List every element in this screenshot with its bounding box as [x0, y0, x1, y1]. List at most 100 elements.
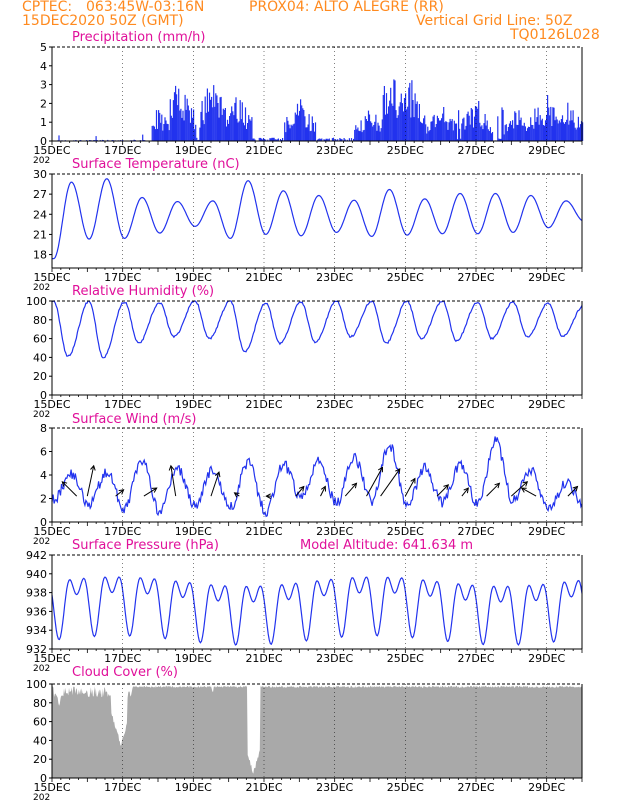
precip-bar	[339, 138, 341, 141]
precip-bar	[503, 134, 505, 141]
precip-bar	[289, 128, 291, 141]
wind-arrow	[143, 487, 157, 497]
precip-bar	[393, 79, 395, 141]
rh-y-tick-label: 80	[33, 314, 47, 327]
precip-bar	[350, 138, 353, 141]
precip-bar	[203, 124, 205, 141]
wind-x-tick-label: 21DEC	[245, 525, 282, 538]
wind-arrow	[521, 487, 537, 497]
pres-x-tick-label: 29DEC	[528, 652, 565, 665]
precip-bar	[318, 138, 320, 141]
precip-bar	[182, 110, 184, 141]
precip-bar	[550, 106, 552, 141]
precip-bar	[373, 125, 375, 141]
precip-bar	[549, 115, 551, 141]
wind-arrow-head	[320, 485, 326, 492]
precip-bar	[476, 106, 478, 141]
precip-y-tick-label: 2	[40, 97, 47, 110]
precip-bar	[381, 119, 383, 141]
precip-bar	[282, 138, 284, 141]
precip-bar	[385, 93, 388, 141]
precip-bar	[415, 103, 417, 141]
precip-bar	[218, 117, 220, 141]
precip-y-tick-label: 4	[40, 60, 47, 73]
precip-bar	[151, 125, 153, 141]
pres-y-tick-label: 934	[26, 624, 47, 637]
wind-x-tick-label: 25DEC	[387, 525, 424, 538]
precip-bar	[518, 110, 520, 141]
precip-x-tick-label: 25DEC	[387, 144, 424, 157]
precip-bar	[234, 102, 236, 141]
precip-bar	[265, 139, 267, 141]
cloud-x-tick-label: 15DEC	[33, 781, 70, 794]
precip-bar	[379, 131, 381, 141]
precip-bar	[171, 117, 173, 141]
precip-bar	[421, 123, 424, 141]
precip-bar	[216, 95, 218, 141]
precip-bar	[447, 129, 449, 141]
precip-bar	[425, 124, 427, 141]
cloud-x-tick-label: 21DEC	[245, 781, 282, 794]
precip-bar	[519, 120, 521, 141]
precip-bar	[324, 139, 326, 141]
precip-bar	[412, 100, 414, 141]
rh-y-tick-label: 20	[33, 370, 47, 383]
precip-bar	[273, 137, 275, 141]
precip-bar	[152, 125, 154, 141]
precip-bar	[505, 124, 507, 141]
precip-year-label: 202	[33, 156, 50, 166]
precip-bar	[208, 92, 211, 141]
precip-bar	[233, 115, 235, 141]
precip-bar	[317, 139, 319, 141]
precip-bar	[274, 139, 276, 141]
precip-bar	[163, 124, 165, 141]
precip-bar	[437, 118, 439, 141]
precip-bar	[279, 139, 282, 141]
precip-bar	[394, 80, 396, 141]
precip-bar	[516, 124, 518, 141]
precip-bar	[579, 124, 582, 141]
precip-bar	[277, 138, 279, 141]
precip-bar	[358, 130, 360, 141]
wind-y-tick-label: 6	[40, 446, 47, 459]
precip-bar	[547, 95, 549, 141]
precip-bar	[195, 124, 197, 141]
precip-bar	[466, 113, 468, 141]
precip-bar	[557, 123, 559, 141]
precip-bar	[383, 86, 385, 141]
rh-x-tick-label: 27DEC	[457, 398, 494, 411]
precip-bar	[411, 80, 413, 141]
precip-bar	[433, 114, 435, 141]
precip-bar	[362, 130, 364, 141]
precip-bar	[541, 118, 543, 141]
precip-bar	[290, 124, 292, 141]
cloud-x-tick-label: 17DEC	[104, 781, 141, 794]
precip-x-tick-label: 15DEC	[33, 144, 70, 157]
wind-arrow-head	[61, 481, 68, 487]
precip-bar	[435, 124, 437, 141]
wind-year-label: 202	[33, 537, 50, 547]
precip-bar	[251, 117, 253, 141]
wind-arrow	[567, 486, 578, 497]
precip-bar	[177, 105, 179, 141]
precip-bar	[261, 139, 264, 141]
header-run-date: 15DEC2020 50Z (GMT)	[22, 13, 184, 29]
precip-bar	[304, 116, 306, 141]
precip-bar	[520, 117, 522, 141]
precip-bar	[459, 128, 461, 141]
precip-bar	[417, 118, 419, 141]
temp-y-tick-label: 18	[33, 249, 47, 262]
precip-bar	[359, 131, 361, 141]
wind-y-tick-label: 2	[40, 493, 47, 506]
pres-title: Surface Pressure (hPa)	[72, 538, 219, 553]
header-grid-note: Vertical Grid Line: 50Z	[416, 13, 573, 29]
precip-bar	[397, 115, 399, 141]
rh-x-tick-label: 23DEC	[316, 398, 353, 411]
precip-bar	[460, 138, 462, 141]
precip-bar	[180, 108, 182, 141]
precip-bar	[236, 118, 238, 141]
precip-bar	[502, 109, 504, 141]
pres-x-tick-label: 15DEC	[33, 652, 70, 665]
precip-bar	[370, 121, 372, 141]
pres-y-tick-label: 942	[26, 549, 47, 562]
